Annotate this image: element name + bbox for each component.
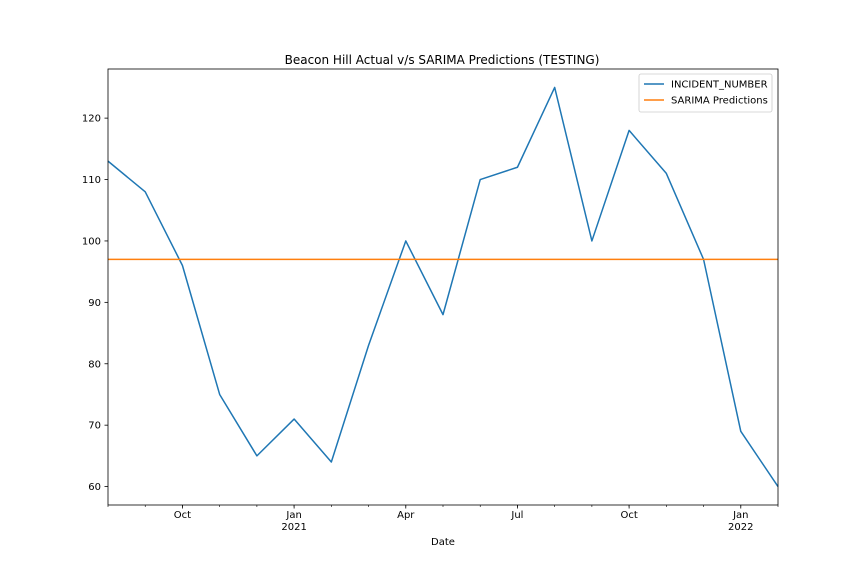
- y-tick-label: 100: [82, 236, 101, 247]
- y-tick-label: 90: [88, 298, 101, 309]
- legend: INCIDENT_NUMBER SARIMA Predictions: [638, 73, 773, 113]
- x-tick-label: Oct: [174, 510, 191, 521]
- y-tick-label: 60: [88, 482, 101, 493]
- x-tick-label: Jan: [285, 510, 301, 521]
- y-tick-label: 120: [82, 114, 101, 125]
- chart-title: Beacon Hill Actual v/s SARIMA Prediction…: [285, 53, 600, 67]
- series-layer: [107, 86, 779, 487]
- y-tick-label: 80: [88, 359, 101, 370]
- x-tick-label: Jul: [510, 510, 523, 521]
- y-tick-label: 110: [82, 175, 101, 186]
- y-tick-label: 70: [88, 421, 101, 432]
- x-tick-label: Apr: [397, 510, 415, 521]
- x-tick-year-label: 2021: [281, 522, 306, 533]
- x-tick-label: Oct: [620, 510, 637, 521]
- legend-entry-label: SARIMA Predictions: [671, 96, 768, 107]
- series-line-0: [107, 86, 779, 487]
- legend-entry-label: INCIDENT_NUMBER: [671, 80, 768, 91]
- legend-box: [638, 73, 773, 113]
- x-axis-label: Date: [431, 537, 455, 548]
- x-tick-year-label: 2022: [728, 522, 753, 533]
- y-axis: 60 70 80 90 100 110 120: [82, 114, 108, 493]
- x-tick-label: Jan: [732, 510, 748, 521]
